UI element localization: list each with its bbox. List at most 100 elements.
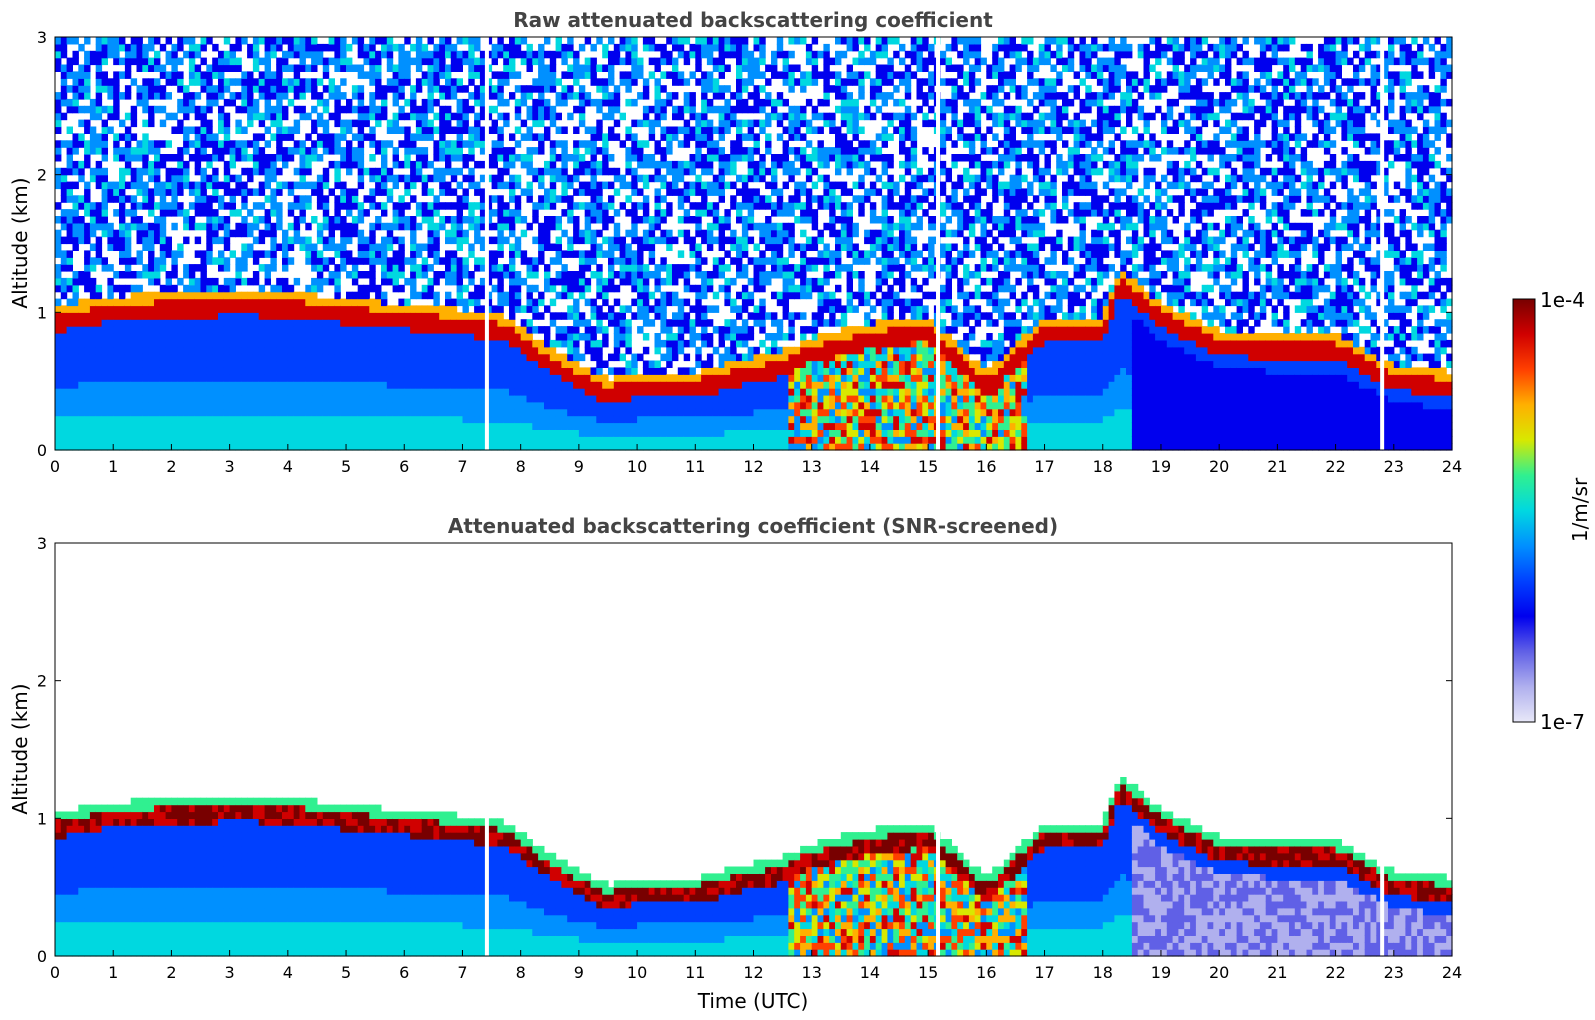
heatmap-cell [148,160,155,169]
heatmap-cell [445,236,452,245]
heatmap-cell [95,298,103,307]
heatmap-cell [398,312,405,320]
heatmap-cell [427,284,434,293]
heatmap-cell [270,298,277,307]
heatmap-cell [497,388,504,396]
heatmap-cell [60,374,68,382]
heatmap-cell [596,326,603,334]
heatmap-cell [84,105,91,114]
heatmap-cell [468,126,475,134]
heatmap-cell [509,408,516,417]
heatmap-cell [287,374,295,382]
heatmap-cell [404,319,411,327]
heatmap-cell [60,78,68,86]
heatmap-cell [660,181,667,190]
heatmap-cell [410,312,417,320]
heatmap-cell [421,271,429,279]
heatmap-cell [328,443,335,451]
heatmap-cell [625,229,632,238]
heatmap-cell [468,133,475,141]
heatmap-cell [613,271,621,279]
heatmap-cell [212,222,219,231]
heatmap-cell [602,50,609,59]
heatmap-cell [474,374,481,382]
heatmap-cell [299,319,306,327]
heatmap-cell [474,284,481,293]
heatmap-cell [375,367,382,375]
heatmap-cell [95,78,103,86]
heatmap-cell [183,112,190,121]
heatmap-cell [538,443,545,451]
heatmap-cell [526,43,533,52]
heatmap-cell [573,360,580,368]
heatmap-cell [194,222,202,231]
heatmap-cell [188,305,196,313]
heatmap-cell [305,305,312,313]
heatmap-cell [590,326,597,334]
heatmap-cell [375,422,382,430]
heatmap-cell [124,264,132,272]
heatmap-cell [148,264,155,272]
heatmap-cell [381,257,388,265]
heatmap-cell [212,353,219,362]
heatmap-cell [642,284,650,293]
heatmap-cell [433,388,440,396]
heatmap-cell [194,71,202,79]
heatmap-cell [672,167,679,176]
heatmap-cell [252,112,260,121]
heatmap-cell [503,43,510,52]
heatmap-cell [497,147,504,155]
heatmap-cell [479,195,487,203]
heatmap-cell [142,154,149,162]
heatmap-cell [119,367,126,375]
heatmap-cell [119,133,126,141]
heatmap-cell [159,422,167,430]
heatmap-cell [613,105,621,114]
heatmap-cell [113,374,120,382]
heatmap-cell [148,64,155,72]
heatmap-cell [509,394,516,403]
heatmap-cell [590,188,597,196]
heatmap-cell [136,305,143,313]
heatmap-cell [218,202,225,210]
heatmap-cell [212,360,219,368]
heatmap-cell [252,78,260,86]
heatmap-cell [381,105,388,114]
heatmap-cell [346,188,353,196]
heatmap-cell [136,401,143,410]
heatmap-cell [206,181,213,190]
heatmap-cell [468,298,475,307]
heatmap-cell [107,195,114,203]
heatmap-cell [474,333,481,341]
heatmap-cell [148,312,155,320]
heatmap-cell [212,98,219,107]
heatmap-cell [177,167,184,176]
heatmap-cell [340,57,347,66]
heatmap-cell [619,277,626,286]
heatmap-cell [270,202,277,210]
heatmap-cell [491,85,498,93]
heatmap-cell [154,353,161,362]
heatmap-cell [392,422,399,430]
heatmap-cell [648,160,656,169]
heatmap-cell [474,360,481,368]
heatmap-cell [590,374,597,382]
heatmap-cell [491,222,498,231]
heatmap-cell [311,140,318,148]
heatmap-cell [439,147,446,155]
heatmap-cell [625,167,632,176]
heatmap-cell [159,339,167,348]
heatmap-cell [421,202,429,210]
heatmap-cell [293,360,301,368]
heatmap-cell [433,277,440,286]
heatmap-cell [60,112,68,121]
heatmap-cell [497,216,504,224]
heatmap-cell [206,401,213,410]
heatmap-cell [654,43,661,52]
heatmap-cell [311,147,318,155]
heatmap-cell [404,346,411,355]
heatmap-cell [672,92,679,100]
heatmap-cell [282,360,289,368]
heatmap-cell [421,181,429,190]
heatmap-cell [206,174,213,183]
